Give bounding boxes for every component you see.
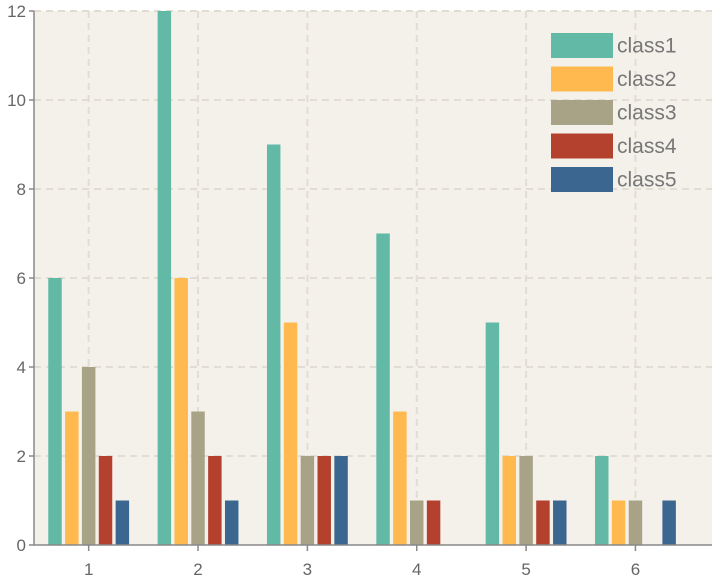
legend-swatch-class2 xyxy=(551,66,613,92)
legend-swatch-class5 xyxy=(551,167,613,192)
legend: class1 class2 class3 class4 class5 xyxy=(551,33,677,192)
bar-class5-6 xyxy=(662,500,676,545)
x-tick-label: 5 xyxy=(521,560,530,579)
bar-class2-4 xyxy=(393,411,407,545)
bar-class5-2 xyxy=(224,500,239,545)
bar-class2-3 xyxy=(283,322,298,545)
bar-class4-2 xyxy=(208,456,222,545)
bar-class5-1 xyxy=(115,500,130,545)
y-tick-label: 10 xyxy=(7,91,26,110)
bar-class2-6 xyxy=(611,500,626,545)
bar-class1-3 xyxy=(266,144,281,545)
bar-class3-2 xyxy=(191,411,205,545)
legend-swatch-class4 xyxy=(551,133,613,159)
bar-class5-5 xyxy=(553,500,567,545)
x-tick-label: 3 xyxy=(303,560,312,579)
x-tick-label: 4 xyxy=(412,560,421,579)
bar-class4-5 xyxy=(536,500,550,545)
bar-class3-4 xyxy=(410,500,424,545)
y-tick-label: 4 xyxy=(17,358,26,377)
bar-class2-5 xyxy=(502,456,516,545)
legend-label-class5: class5 xyxy=(617,169,677,192)
bar-class1-2 xyxy=(157,11,172,545)
y-tick-label: 6 xyxy=(17,269,26,288)
legend-label-class3: class3 xyxy=(617,102,677,125)
y-tick-label: 8 xyxy=(17,180,26,199)
legend-label-class1: class1 xyxy=(617,35,677,58)
bar-class1-4 xyxy=(376,233,390,545)
x-tick-label: 2 xyxy=(193,560,202,579)
x-tick-label: 6 xyxy=(631,560,640,579)
bar-class5-3 xyxy=(334,456,348,545)
y-tick-label: 12 xyxy=(7,2,26,21)
bar-class3-5 xyxy=(519,456,533,545)
bar-class4-1 xyxy=(98,456,113,545)
bar-class3-3 xyxy=(300,456,315,545)
bars xyxy=(48,11,676,545)
y-tick-label: 0 xyxy=(17,536,26,555)
legend-label-class2: class2 xyxy=(617,68,677,91)
y-axis-ticks: 0 2 4 6 8 10 12 xyxy=(7,2,34,555)
bar-class3-1 xyxy=(81,367,96,545)
legend-swatch-class3 xyxy=(551,100,613,125)
bar-class2-1 xyxy=(65,411,79,545)
bar-class1-1 xyxy=(48,278,62,545)
bar-class1-5 xyxy=(485,322,500,545)
legend-label-class4: class4 xyxy=(617,135,677,158)
bar-class4-4 xyxy=(426,500,441,545)
x-tick-label: 1 xyxy=(84,560,93,579)
bar-class4-3 xyxy=(317,456,331,545)
legend-swatch-class1 xyxy=(551,33,613,58)
bar-class2-2 xyxy=(174,278,188,545)
bar-class1-6 xyxy=(595,456,609,545)
bar-class3-6 xyxy=(628,500,643,545)
y-tick-label: 2 xyxy=(17,447,26,466)
x-axis-ticks: 1 2 3 4 5 6 xyxy=(84,545,640,579)
